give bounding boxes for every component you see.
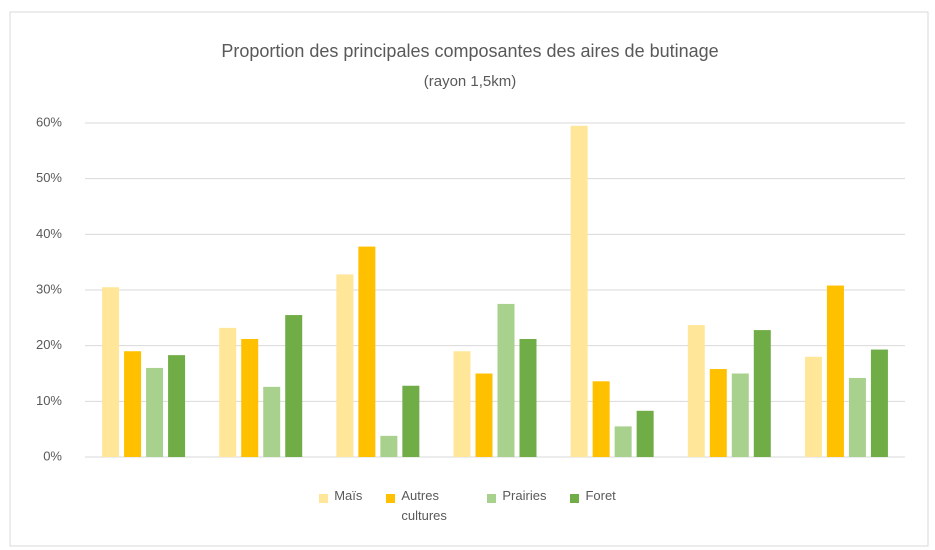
bar — [731, 373, 749, 457]
legend-swatch — [570, 494, 580, 503]
y-tick-label: 30% — [36, 281, 62, 296]
bar — [870, 349, 888, 457]
chart-border — [9, 11, 929, 547]
bar — [124, 351, 142, 457]
bar — [804, 356, 822, 457]
bar — [497, 303, 515, 457]
bar — [219, 327, 237, 457]
y-tick-label: 20% — [36, 337, 62, 352]
bar — [614, 426, 632, 457]
bar — [285, 315, 303, 457]
chart-subtitle: (rayon 1,5km) — [424, 73, 517, 90]
bar — [475, 373, 493, 457]
y-tick-label: 0% — [43, 448, 62, 463]
y-tick-label: 10% — [36, 393, 62, 408]
bar — [709, 369, 727, 457]
legend: Maïs Autres cultures Prairies Foret — [0, 488, 935, 526]
bar — [380, 435, 398, 457]
bar — [336, 274, 354, 457]
y-tick-label: 40% — [36, 226, 62, 241]
bar — [753, 330, 771, 457]
legend-label: Foret — [585, 488, 616, 503]
legend-item: Foret — [570, 488, 616, 526]
bar — [102, 287, 120, 457]
legend-label: Prairies — [502, 488, 547, 503]
legend-item: Autres cultures — [386, 488, 463, 526]
bar — [848, 377, 866, 457]
bar — [358, 246, 376, 457]
chart-title: Proportion des principales composantes d… — [221, 41, 718, 61]
legend-item: Prairies — [487, 488, 546, 526]
y-tick-label: 60% — [36, 114, 62, 129]
bar — [687, 325, 705, 457]
legend-item: Maïs — [319, 488, 362, 526]
bar — [570, 125, 588, 458]
legend-swatch — [319, 494, 329, 503]
legend-swatch — [386, 494, 396, 503]
bar — [636, 410, 654, 457]
bar — [263, 386, 281, 457]
legend-label: Autres cultures — [401, 488, 447, 523]
legend-swatch — [487, 494, 497, 503]
legend-label: Maïs — [334, 488, 363, 503]
bar — [402, 385, 420, 457]
bar — [592, 381, 610, 457]
bar — [168, 355, 186, 457]
bar — [519, 338, 537, 457]
bar — [146, 367, 164, 457]
y-tick-label: 50% — [36, 170, 62, 185]
bar — [241, 338, 259, 457]
bar — [826, 285, 844, 457]
bar — [453, 351, 471, 457]
